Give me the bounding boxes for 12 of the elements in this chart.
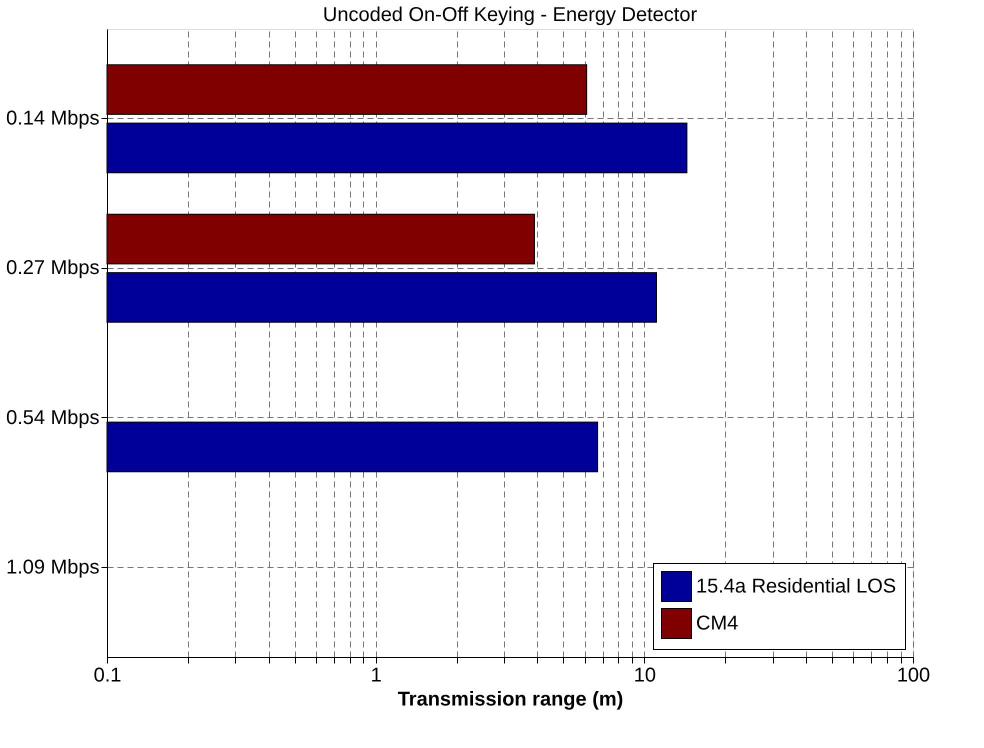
legend-label: CM4 [696,612,738,634]
x-tick-label: 1 [370,664,382,686]
y-tick-label: 0.14 Mbps [6,108,100,130]
y-tick-label: 1.09 Mbps [6,556,100,578]
chart-title: Uncoded On-Off Keying - Energy Detector [322,4,698,26]
y-tick-label: 0.54 Mbps [6,406,100,429]
legend-label: 15.4a Residential LOS [696,576,896,598]
y-tick-label: 0.27 Mbps [6,257,100,280]
x-tick-label: 0.1 [94,664,122,686]
x-axis-title: Transmission range (m) [398,688,624,710]
x-tick-label: 10 [634,664,656,686]
x-tick-label: 100 [896,664,930,686]
